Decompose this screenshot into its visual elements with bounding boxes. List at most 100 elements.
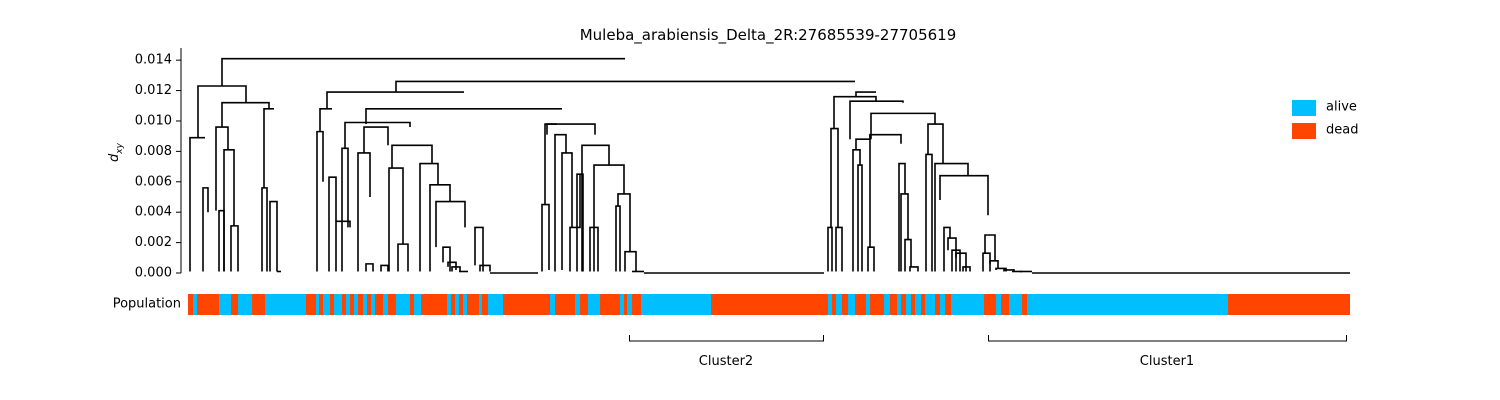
dendrogram-link (269, 200, 278, 272)
population-segment (884, 294, 890, 315)
dendrogram-link (328, 176, 337, 272)
population-segment (1027, 294, 1228, 315)
dendrogram-link (544, 123, 557, 205)
dendrogram-link (898, 162, 906, 272)
population-segment (238, 294, 252, 315)
population-segment (901, 294, 906, 315)
dendrogram-link (561, 152, 573, 270)
population-segment (842, 294, 848, 315)
population-segment (925, 294, 935, 315)
y-axis-label-main: d (107, 153, 122, 162)
dendrogram-link (221, 101, 270, 128)
legend-swatch-alive (1292, 100, 1316, 116)
dendrogram-link (388, 167, 404, 272)
population-segment (836, 294, 842, 315)
dendrogram-link (581, 144, 610, 272)
dendrogram-link (316, 130, 324, 272)
population-segment (1228, 294, 1350, 315)
y-axis: 0.000 0.002 0.004 0.006 0.008 0.010 0.012 0.014 (135, 48, 182, 281)
dendrogram-link (365, 108, 562, 125)
population-segment (906, 294, 911, 315)
population-segment (711, 294, 828, 315)
dendrogram-link (215, 126, 229, 211)
population-segment (627, 294, 632, 315)
population-segment (940, 294, 945, 315)
population-segment (323, 294, 330, 315)
dendrogram-link (855, 91, 876, 97)
dendrogram-link (869, 133, 902, 248)
dendrogram-link (900, 193, 909, 272)
y-axis-label: dxy (107, 142, 125, 162)
population-segment (451, 294, 455, 315)
population-segment (915, 294, 921, 315)
dendrogram-link (615, 205, 621, 272)
population-segment (1009, 294, 1022, 315)
population-segment (897, 294, 901, 315)
population-segment (219, 294, 231, 315)
population-segment (383, 294, 388, 315)
dendrogram-link (833, 95, 877, 129)
y-axis-label-sub: xy (115, 142, 125, 154)
population-segment (996, 294, 1001, 315)
population-segment (375, 294, 383, 315)
dendrogram-link (541, 203, 550, 272)
population-segment (828, 294, 832, 315)
cluster2-label: Cluster2 (699, 354, 753, 369)
population-segment (330, 294, 334, 315)
y-tick-label: 0.002 (135, 235, 172, 250)
population-segment (350, 294, 354, 315)
population-segment (632, 294, 641, 315)
y-tick-label: 0.010 (135, 113, 172, 128)
population-segment (358, 294, 363, 315)
dendrogram-link (576, 173, 584, 272)
dendrogram-link (827, 226, 833, 272)
y-tick-label: 0.000 (135, 266, 172, 281)
population-segment (911, 294, 915, 315)
cluster1-bracket-line (988, 335, 1347, 342)
legend-swatch-dead (1292, 123, 1316, 139)
dendrogram-link (904, 238, 912, 272)
population-segment (334, 294, 342, 315)
dendrogram-link (391, 144, 433, 169)
population-segment (447, 294, 451, 315)
population-bar (188, 294, 1350, 315)
dendrogram-link (335, 220, 351, 272)
population-segment (367, 294, 371, 315)
population-segment (945, 294, 951, 315)
dendrogram-link (221, 57, 625, 87)
dendrogram-link (435, 200, 466, 248)
population-segment (197, 294, 205, 315)
dendrogram-link (982, 252, 991, 272)
dendrogram-link (989, 260, 999, 269)
population-segment (935, 294, 940, 315)
dendrogram-link (925, 153, 933, 272)
population-segment (479, 294, 482, 315)
cluster2-bracket-line (629, 335, 824, 342)
dendrogram-link (624, 250, 637, 272)
cluster1-label: Cluster1 (1140, 354, 1194, 369)
population-segment (600, 294, 620, 315)
dendrogram-link (263, 108, 274, 188)
y-tick-label: 0.012 (135, 83, 172, 98)
population-segment (396, 294, 410, 315)
dendrogram-link (849, 100, 904, 140)
dendrogram-link (867, 246, 875, 272)
dendrogram-link (261, 187, 268, 272)
population-segment (231, 294, 238, 315)
dendrogram-tree (189, 57, 1350, 274)
population-segment (193, 294, 197, 315)
dendrogram-link (835, 226, 843, 272)
dendrogram-link (344, 121, 411, 149)
dendrogram-link (830, 127, 839, 228)
population-segment (855, 294, 866, 315)
legend: alive dead (1292, 100, 1358, 139)
population-segment (319, 294, 323, 315)
population-segment (371, 294, 375, 315)
population-segment (620, 294, 624, 315)
dendrogram-link (593, 164, 625, 272)
population-segment (488, 294, 503, 315)
dendrogram-link (419, 162, 439, 272)
population-segment (463, 294, 467, 315)
y-tick-label: 0.014 (135, 53, 172, 68)
